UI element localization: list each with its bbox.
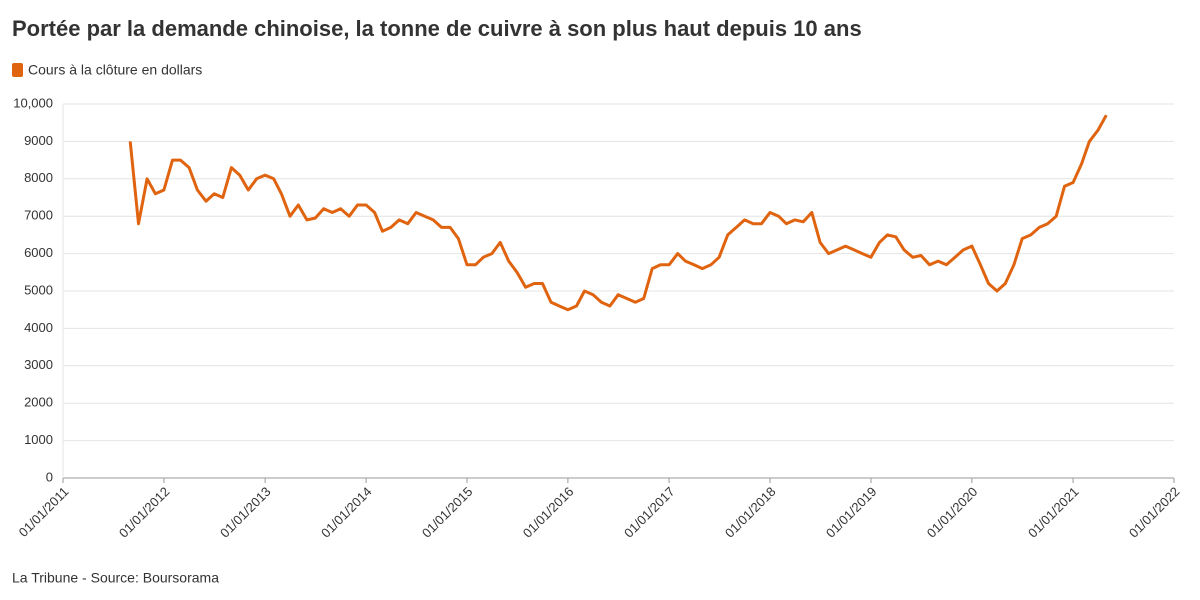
source: La Tribune - Source: Boursorama bbox=[12, 570, 219, 586]
x-tick-label: 01/01/2022 bbox=[1126, 484, 1183, 541]
y-tick-label: 0 bbox=[46, 469, 53, 484]
y-tick-label: 6000 bbox=[24, 245, 53, 260]
y-tick-label: 9000 bbox=[24, 133, 53, 148]
legend-swatch bbox=[12, 63, 23, 77]
x-tick-label: 01/01/2013 bbox=[217, 484, 274, 541]
x-tick-label: 01/01/2021 bbox=[1025, 484, 1082, 541]
line bbox=[128, 114, 1108, 312]
y-tick-label: 4000 bbox=[24, 320, 53, 335]
x-tick-label: 01/01/2018 bbox=[722, 484, 779, 541]
x-tick-label: 01/01/2020 bbox=[924, 484, 981, 541]
x-tick-label: 01/01/2015 bbox=[419, 484, 476, 541]
y-tick-label: 8000 bbox=[24, 170, 53, 185]
y-tick-label: 3000 bbox=[24, 357, 53, 372]
x-tick-label: 01/01/2016 bbox=[520, 484, 577, 541]
legend-label: Cours à la clôture en dollars bbox=[28, 62, 202, 78]
y-tick-label: 1000 bbox=[24, 432, 53, 447]
y-tick-label: 2000 bbox=[24, 395, 53, 410]
y-tick-label: 5000 bbox=[24, 282, 53, 297]
x-tick-label: 01/01/2019 bbox=[823, 484, 880, 541]
x-tick-label: 01/01/2014 bbox=[318, 484, 375, 541]
x-tick-label: 01/01/2012 bbox=[116, 484, 173, 541]
x-tick-label: 01/01/2011 bbox=[16, 484, 72, 540]
chart-title: Portée par la demande chinoise, la tonne… bbox=[12, 16, 862, 41]
y-tick-label: 10,000 bbox=[13, 95, 53, 110]
x-tick-label: 01/01/2017 bbox=[621, 484, 678, 541]
y-tick-label: 7000 bbox=[24, 208, 53, 223]
